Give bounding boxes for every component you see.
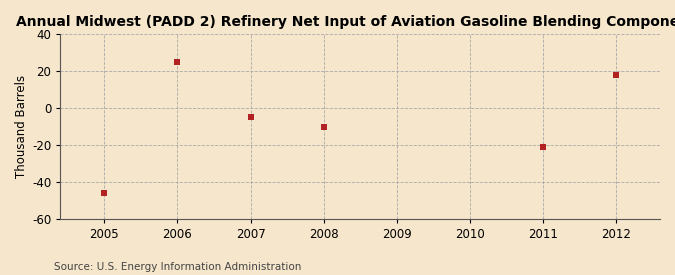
Point [172,60,183,64]
Point [537,145,548,149]
Text: Source: U.S. Energy Information Administration: Source: U.S. Energy Information Administ… [54,262,301,272]
Point [319,124,329,129]
Point [611,73,622,77]
Title: Annual Midwest (PADD 2) Refinery Net Input of Aviation Gasoline Blending Compone: Annual Midwest (PADD 2) Refinery Net Inp… [16,15,675,29]
Point [245,115,256,120]
Point [99,191,110,195]
Y-axis label: Thousand Barrels: Thousand Barrels [15,75,28,178]
